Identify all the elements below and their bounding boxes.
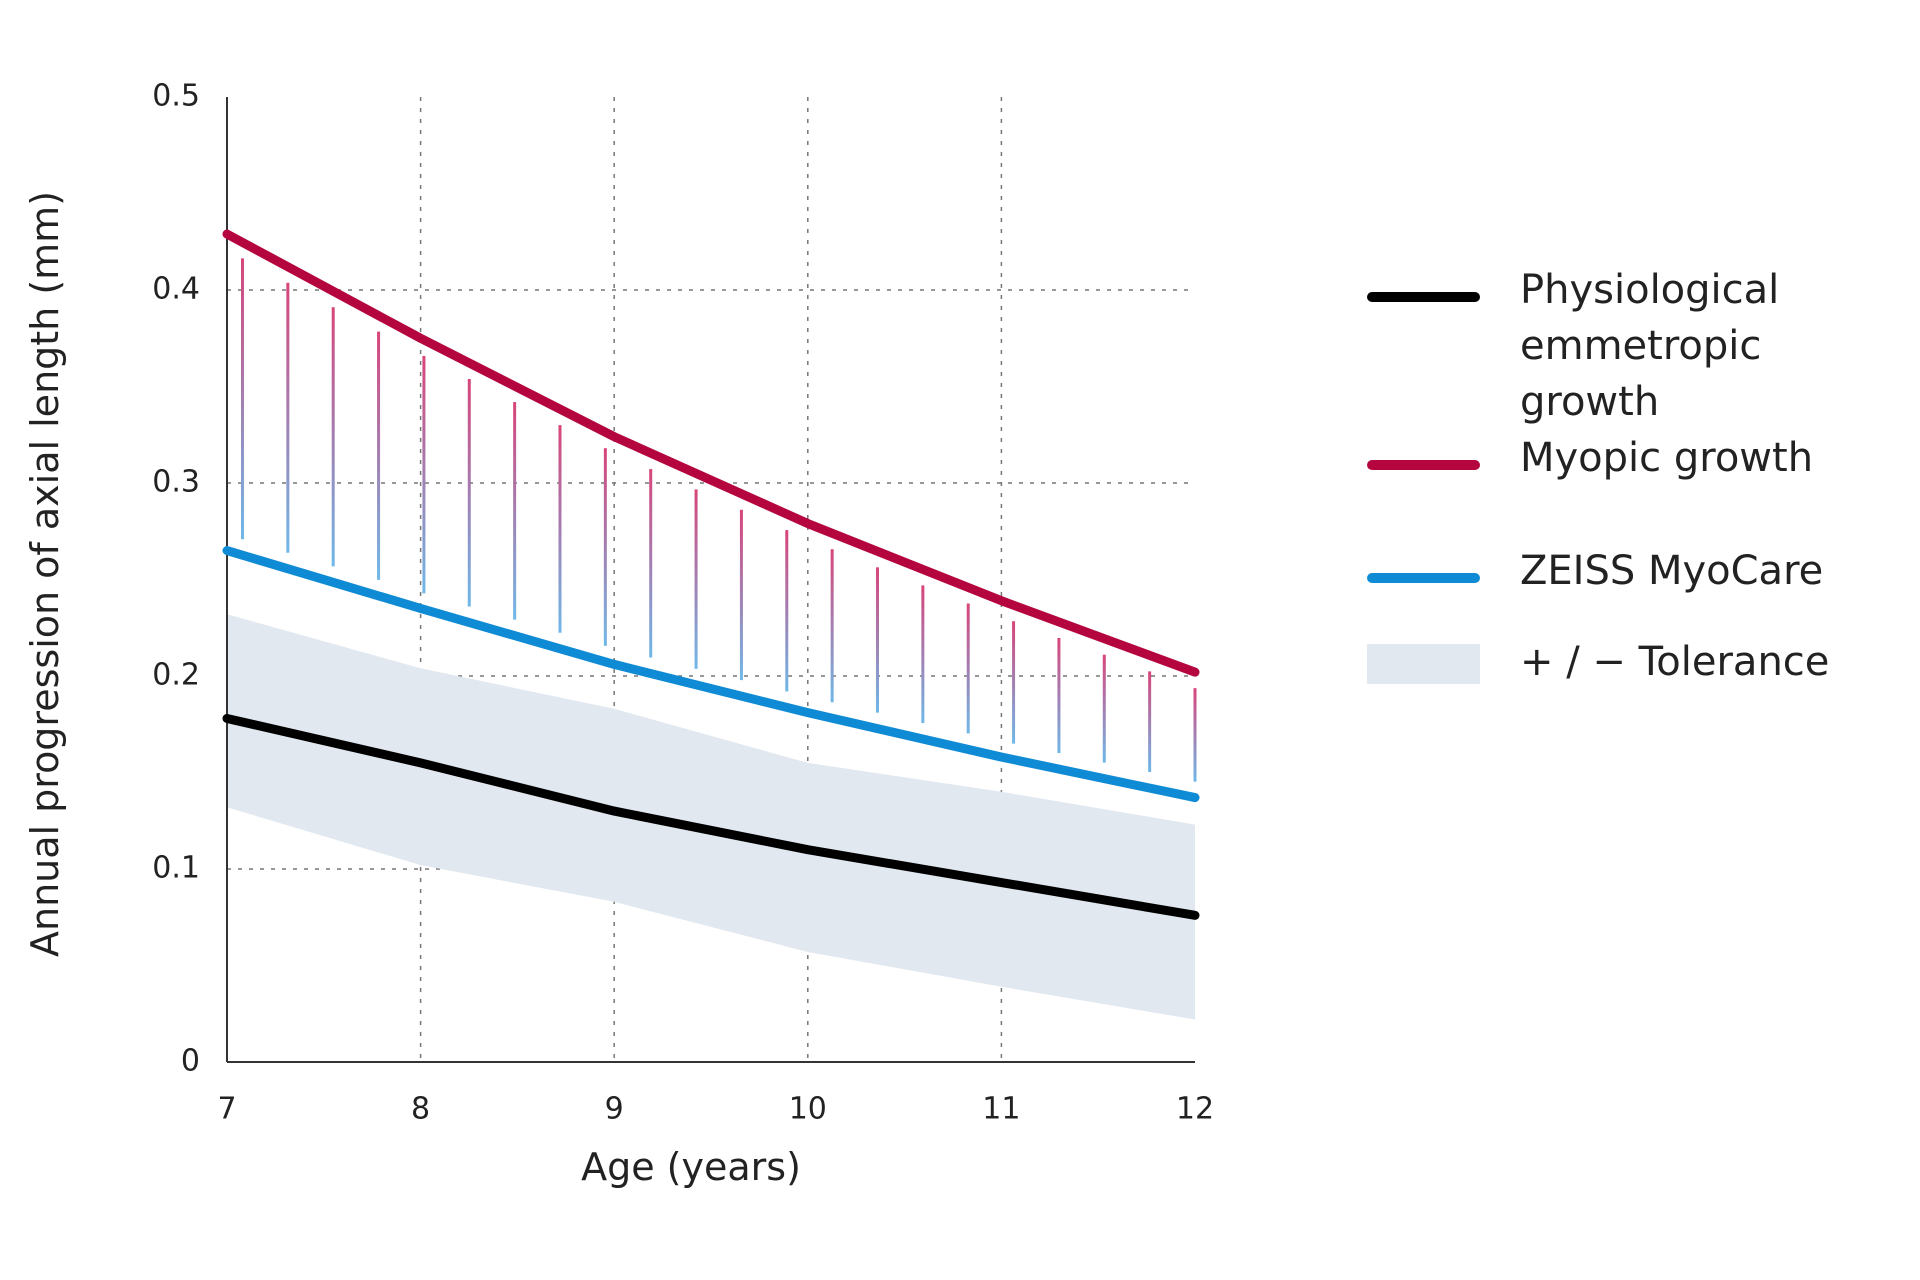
hatch [694,489,698,669]
x-tick-label: 12 [1176,1092,1214,1127]
x-tick-label: 10 [789,1092,827,1127]
hatch [513,402,517,620]
hatch [603,448,607,646]
hatch [966,603,970,734]
legend-label: Myopic growth [1520,435,1814,481]
legend-item: + / − Tolerance [1367,634,1900,690]
x-tick-label: 9 [605,1092,624,1127]
hatch [467,378,471,607]
x-tick-label: 8 [411,1092,430,1127]
hatch [1057,637,1061,754]
hatch [649,469,653,658]
hatch [1193,688,1197,782]
legend-swatch [1367,644,1480,684]
x-tick-label: 11 [982,1092,1020,1127]
hatch [422,355,426,594]
legend-line [1367,460,1480,470]
y-tick-label: 0.3 [152,465,200,500]
series-line [222,713,1200,920]
legend-label: ZEISS MyoCare [1520,548,1824,594]
y-tick-label: 0.5 [152,79,200,114]
hatch [240,258,244,540]
y-axis-title: Annual progression of axial length (mm) [23,191,67,957]
hatch [1012,621,1016,744]
y-tick-label: 0.2 [152,658,200,693]
hatch [1102,654,1106,763]
hatch [1148,671,1152,773]
legend-label: + / − Tolerance [1520,639,1830,685]
hatch [875,567,879,713]
hatch [830,549,834,703]
legend-item: Myopic growth [1367,430,1900,486]
hatch [785,530,789,692]
hatch [558,425,562,633]
y-tick-label: 0 [181,1044,200,1079]
hatch [377,331,381,580]
y-tick-label: 0.1 [152,851,200,886]
legend-item: Physiological emmetropic growth [1367,262,1900,430]
legend-label: Physiological emmetropic growth [1520,267,1780,425]
x-tick-label: 7 [217,1092,236,1127]
tolerance-band [227,614,1195,1020]
legend-item: ZEISS MyoCare [1367,543,1900,599]
hatch [739,509,743,681]
legend-line [1367,292,1480,302]
hatch [286,282,290,553]
hatch [921,585,925,724]
legend-line [1367,573,1480,583]
series-line [222,229,1200,677]
series-line [222,546,1200,803]
y-tick-label: 0.4 [152,272,200,307]
hatch [331,307,335,567]
x-axis-title: Age (years) [581,1145,801,1189]
